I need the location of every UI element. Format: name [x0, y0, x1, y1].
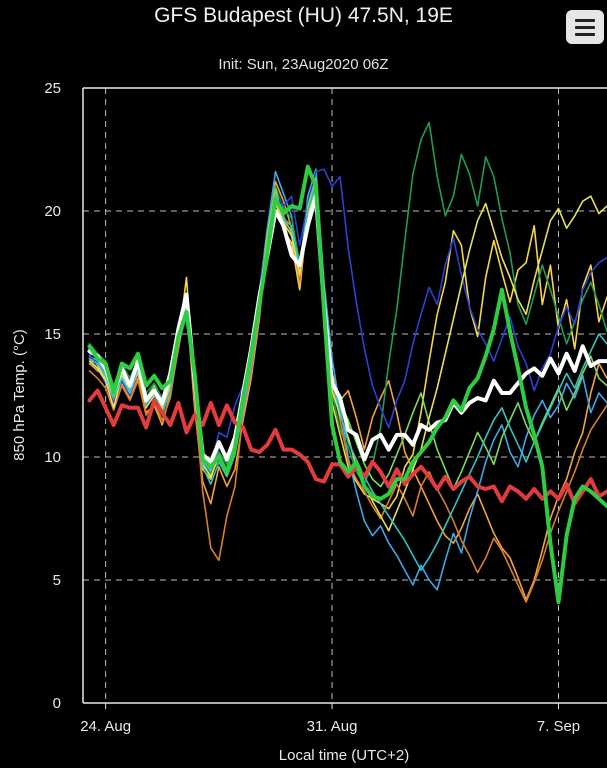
series-line-2	[87, 164, 607, 605]
x-tick-label: 7. Sep	[537, 718, 580, 735]
grid-lines	[83, 88, 607, 703]
menu-bar	[575, 25, 595, 29]
x-axis-label: Local time (UTC+2)	[279, 747, 409, 764]
x-tick-label: 24. Aug	[80, 718, 131, 735]
y-tick-label: 25	[44, 80, 61, 97]
x-tick-label: 31. Aug	[307, 718, 358, 735]
ensemble-series	[87, 121, 607, 605]
chart-title: GFS Budapest (HU) 47.5N, 19E	[154, 4, 453, 27]
y-tick-label: 10	[44, 449, 61, 466]
y-tick-label: 0	[53, 695, 61, 712]
series-line-10	[88, 188, 607, 532]
y-axis-label: 850 hPa Temp. (°C)	[11, 329, 28, 461]
menu-bar	[575, 32, 595, 36]
y-tick-label: 15	[44, 326, 61, 343]
series-line-8	[88, 190, 607, 603]
menu-bar	[575, 18, 595, 22]
y-tick-label: 5	[53, 572, 61, 589]
axis-ticks: 0 5 10 15 20 25 24. Aug 31. Aug 7. Sep	[44, 80, 580, 735]
y-tick-label: 20	[44, 203, 61, 220]
chart-subtitle: Init: Sun, 23Aug2020 06Z	[218, 56, 389, 73]
series-line-1	[87, 388, 607, 506]
hamburger-menu-icon[interactable]	[566, 10, 604, 44]
